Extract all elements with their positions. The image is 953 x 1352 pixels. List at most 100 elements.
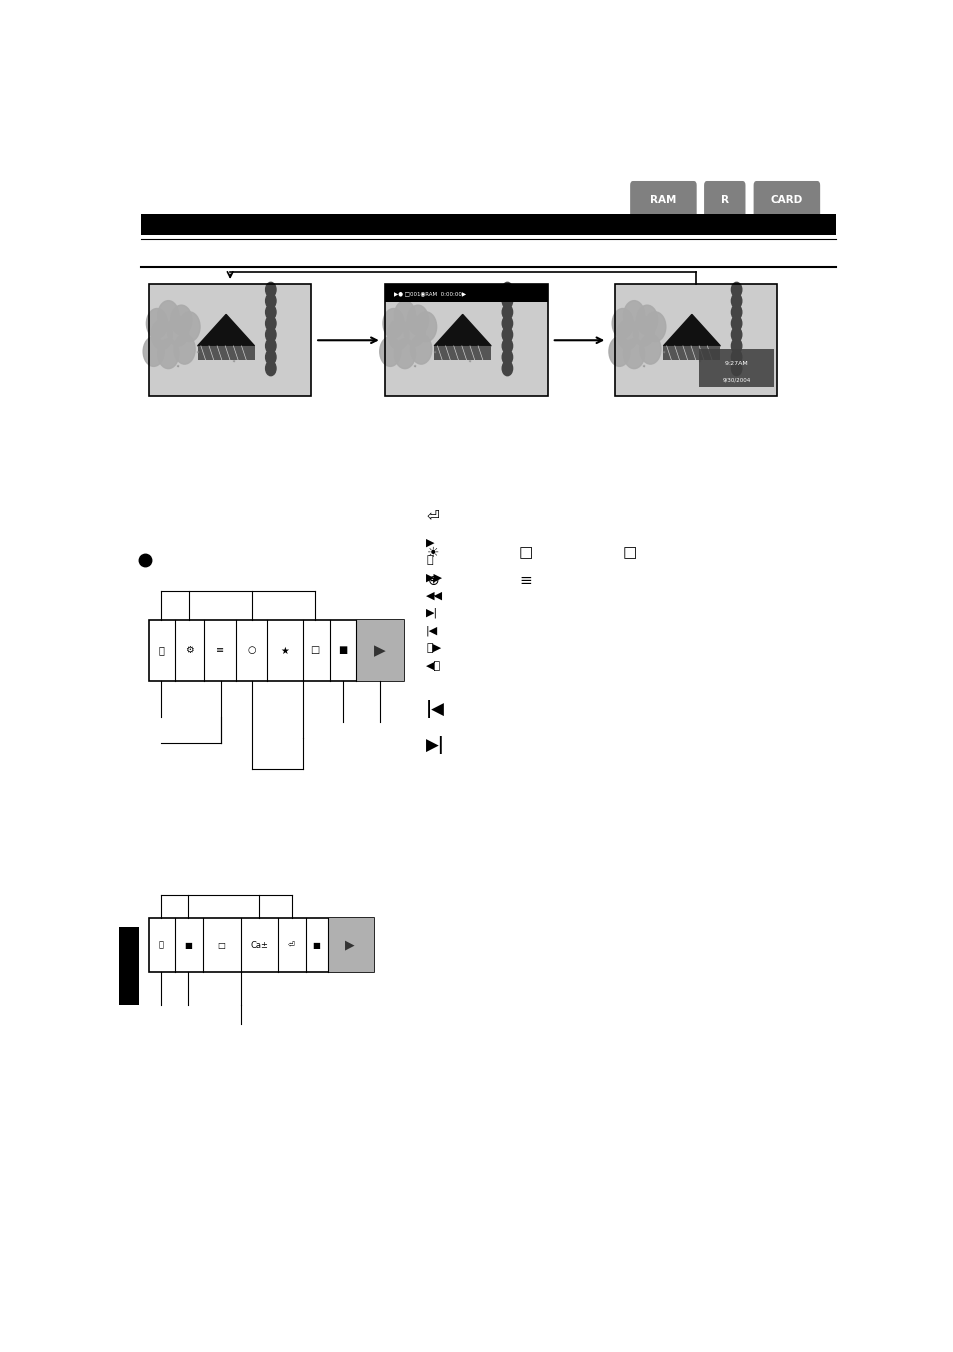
Circle shape — [501, 304, 512, 319]
Text: □: □ — [217, 941, 225, 949]
Circle shape — [633, 316, 654, 346]
Text: ✶: ✶ — [641, 365, 645, 369]
Text: CARD: CARD — [770, 195, 802, 204]
Bar — [355, 621, 403, 680]
Circle shape — [157, 300, 179, 330]
Text: ✶: ✶ — [195, 350, 199, 354]
Text: ■: ■ — [184, 941, 192, 949]
Circle shape — [623, 300, 644, 330]
Circle shape — [146, 308, 168, 338]
Text: |◀: |◀ — [426, 700, 444, 718]
Text: ▶▶: ▶▶ — [426, 573, 442, 583]
Text: ▶: ▶ — [374, 644, 386, 658]
Circle shape — [501, 316, 512, 331]
Circle shape — [379, 337, 400, 366]
Text: 📷: 📷 — [159, 941, 164, 949]
Text: ◀⏸: ◀⏸ — [426, 661, 440, 671]
Circle shape — [731, 316, 741, 331]
Polygon shape — [662, 315, 720, 346]
Circle shape — [394, 300, 416, 330]
Bar — [149, 284, 311, 396]
Circle shape — [407, 306, 428, 335]
Circle shape — [152, 320, 172, 350]
Circle shape — [501, 361, 512, 376]
FancyBboxPatch shape — [753, 181, 820, 220]
Bar — [385, 284, 547, 396]
Text: ☀: ☀ — [427, 546, 439, 560]
Circle shape — [394, 339, 416, 369]
Text: 9/30/2004: 9/30/2004 — [721, 377, 750, 383]
Text: ✶: ✶ — [697, 358, 700, 364]
Bar — [119, 927, 139, 1006]
Text: ▶|: ▶| — [426, 737, 444, 754]
FancyBboxPatch shape — [703, 181, 744, 220]
Text: ⚙: ⚙ — [185, 645, 193, 656]
Circle shape — [731, 350, 741, 365]
Circle shape — [179, 312, 200, 342]
Text: ★: ★ — [280, 645, 289, 656]
Text: Ca±: Ca± — [250, 941, 268, 949]
Circle shape — [501, 327, 512, 342]
Bar — [149, 284, 311, 396]
Text: ▶: ▶ — [426, 537, 435, 548]
Polygon shape — [434, 315, 491, 346]
Circle shape — [501, 293, 512, 308]
Circle shape — [644, 312, 665, 342]
Text: 9:27AM: 9:27AM — [724, 361, 748, 366]
Text: ✶: ✶ — [467, 358, 472, 364]
Text: □: □ — [518, 545, 533, 560]
Text: ▶: ▶ — [345, 938, 355, 952]
Circle shape — [617, 320, 638, 350]
Circle shape — [382, 308, 404, 338]
Bar — [614, 284, 777, 396]
Circle shape — [612, 308, 633, 338]
Circle shape — [265, 327, 275, 342]
Circle shape — [501, 338, 512, 353]
Text: RAM: RAM — [650, 195, 676, 204]
Text: ✶: ✶ — [413, 365, 416, 369]
Text: R: R — [720, 195, 728, 204]
Text: ⏸▶: ⏸▶ — [426, 644, 440, 653]
Bar — [149, 621, 403, 680]
Circle shape — [171, 306, 192, 335]
Bar — [434, 346, 491, 361]
Text: |◀: |◀ — [426, 626, 437, 635]
Bar — [385, 284, 547, 301]
Circle shape — [404, 316, 425, 346]
Bar — [141, 215, 836, 235]
Circle shape — [731, 327, 741, 342]
Circle shape — [143, 337, 164, 366]
Text: ≡: ≡ — [216, 645, 224, 656]
Bar — [385, 284, 547, 396]
Text: ▶● □001◉RAM  0:00:00▶: ▶● □001◉RAM 0:00:00▶ — [394, 291, 465, 296]
Circle shape — [731, 361, 741, 376]
Circle shape — [623, 339, 644, 369]
Text: ✶: ✶ — [231, 358, 235, 364]
Circle shape — [168, 316, 189, 346]
Text: ≡: ≡ — [519, 573, 532, 588]
Circle shape — [265, 316, 275, 331]
Circle shape — [731, 304, 741, 319]
Circle shape — [731, 338, 741, 353]
Text: ◀◀: ◀◀ — [426, 591, 442, 600]
Bar — [328, 918, 374, 972]
Bar — [699, 349, 773, 388]
Bar — [197, 346, 254, 361]
Circle shape — [731, 293, 741, 308]
Text: ✶: ✶ — [176, 365, 180, 369]
Text: ⏎: ⏎ — [426, 508, 438, 523]
Bar — [149, 918, 374, 972]
Text: 🎬: 🎬 — [158, 645, 164, 656]
Text: ▶|: ▶| — [426, 608, 437, 618]
Circle shape — [265, 283, 275, 297]
Circle shape — [639, 334, 660, 364]
Circle shape — [157, 339, 179, 369]
Text: □: □ — [621, 545, 636, 560]
Circle shape — [501, 350, 512, 365]
Circle shape — [265, 304, 275, 319]
FancyBboxPatch shape — [630, 181, 696, 220]
Polygon shape — [197, 315, 254, 346]
Circle shape — [388, 320, 409, 350]
Text: ✶: ✶ — [660, 350, 665, 354]
Circle shape — [608, 337, 629, 366]
